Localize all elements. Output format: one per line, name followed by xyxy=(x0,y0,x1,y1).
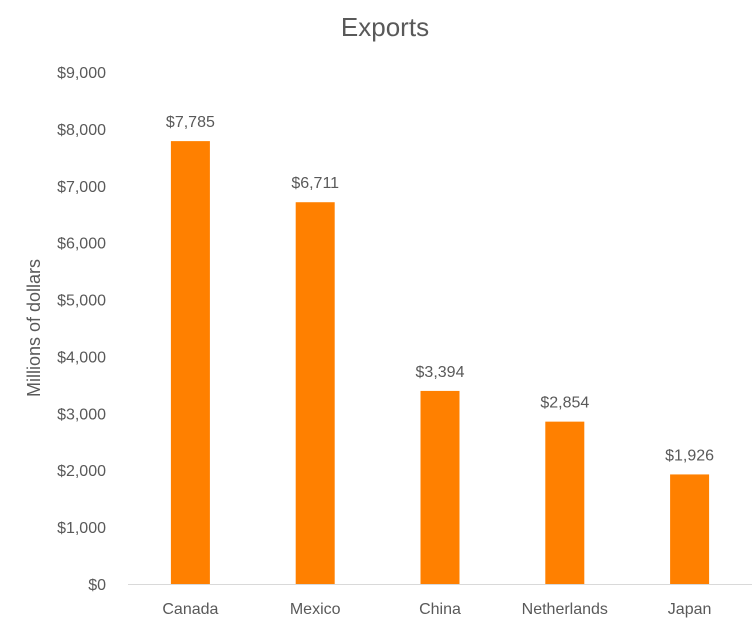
bar xyxy=(420,390,460,584)
bar xyxy=(545,421,585,584)
category-label: China xyxy=(419,601,461,618)
data-label: $2,854 xyxy=(540,395,589,412)
y-axis-ticks: $0 $1,000 $2,000 $3,000 $4,000 $5,000 $6,000 $7… xyxy=(57,65,106,594)
y-tick-label: $9,000 xyxy=(57,65,106,82)
bar xyxy=(295,202,335,584)
y-tick-label: $5,000 xyxy=(57,293,106,310)
y-axis-label: Millions of dollars xyxy=(24,259,44,397)
category-label: Canada xyxy=(162,601,218,618)
category-label: Netherlands xyxy=(522,601,608,618)
bar xyxy=(670,474,710,584)
y-tick-label: $1,000 xyxy=(57,520,106,537)
data-labels: $7,785 $6,711 $3,394 $2,854 $1,926 xyxy=(166,114,714,464)
data-label: $1,926 xyxy=(665,447,714,464)
category-labels: Canada Mexico China Netherlands Japan xyxy=(162,601,711,618)
category-label: Mexico xyxy=(290,601,341,618)
y-tick-label: $4,000 xyxy=(57,349,106,366)
y-tick-label: $3,000 xyxy=(57,406,106,423)
bar xyxy=(170,141,210,584)
y-tick-label: $0 xyxy=(88,577,106,594)
y-tick-label: $8,000 xyxy=(57,122,106,139)
category-label: Japan xyxy=(668,601,712,618)
y-tick-label: $6,000 xyxy=(57,236,106,253)
data-label: $7,785 xyxy=(166,114,215,131)
data-label: $6,711 xyxy=(291,175,339,192)
y-tick-label: $2,000 xyxy=(57,463,106,480)
y-tick-label: $7,000 xyxy=(57,179,106,196)
data-label: $3,394 xyxy=(416,364,465,381)
bars xyxy=(170,141,710,584)
chart-title: Exports xyxy=(341,12,429,42)
